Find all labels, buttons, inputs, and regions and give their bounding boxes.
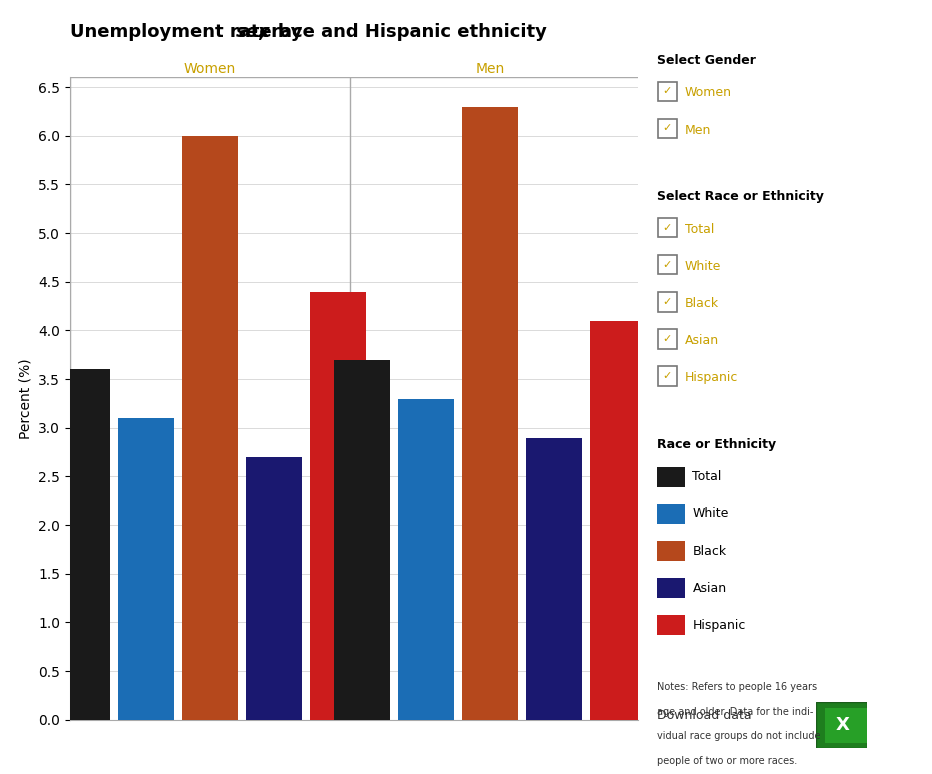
Text: age and older. Data for the indi-: age and older. Data for the indi- [657,707,814,717]
Text: White: White [685,260,721,272]
Text: Asian: Asian [685,334,720,347]
Text: Total: Total [692,471,722,483]
Text: Notes: Refers to people 16 years: Notes: Refers to people 16 years [657,682,817,692]
Bar [118,418,174,720]
Text: Black: Black [692,545,727,557]
Text: ✓: ✓ [663,372,672,381]
Bar [335,360,391,720]
Text: White: White [692,508,729,520]
Bar [590,320,647,720]
Text: Women: Women [685,87,732,99]
Text: Select Gender: Select Gender [657,54,756,67]
Text: people of two or more races.: people of two or more races. [657,756,797,766]
Text: sex: sex [236,23,270,41]
Text: ✓: ✓ [663,124,672,133]
Text: ✓: ✓ [663,334,672,344]
Text: ✓: ✓ [663,297,672,307]
Text: ✓: ✓ [663,87,672,96]
Bar [246,457,302,720]
Text: ✓: ✓ [663,260,672,269]
Bar [462,107,518,720]
Text: Unemployment rate by: Unemployment rate by [70,23,308,41]
Text: Men: Men [685,124,711,136]
Bar [527,437,582,720]
Text: Hispanic: Hispanic [692,619,746,632]
Text: Download data: Download data [657,710,752,722]
Text: Men: Men [475,62,505,76]
Text: Hispanic: Hispanic [685,372,738,384]
Text: Total: Total [685,223,715,235]
Text: Race or Ethnicity: Race or Ethnicity [657,438,776,451]
Text: , race and Hispanic ethnicity: , race and Hispanic ethnicity [258,23,547,41]
Text: Asian: Asian [692,582,727,594]
Bar [54,369,110,720]
Text: vidual race groups do not include: vidual race groups do not include [657,731,820,741]
Text: ✓: ✓ [663,223,672,232]
Bar [182,135,238,720]
Y-axis label: Percent (%): Percent (%) [19,358,33,439]
Text: Select Race or Ethnicity: Select Race or Ethnicity [657,190,824,204]
Text: X: X [835,716,849,735]
Text: Black: Black [685,297,720,310]
Bar [825,707,867,743]
Text: Women: Women [184,62,236,76]
Bar [398,399,454,720]
Bar [310,292,366,720]
